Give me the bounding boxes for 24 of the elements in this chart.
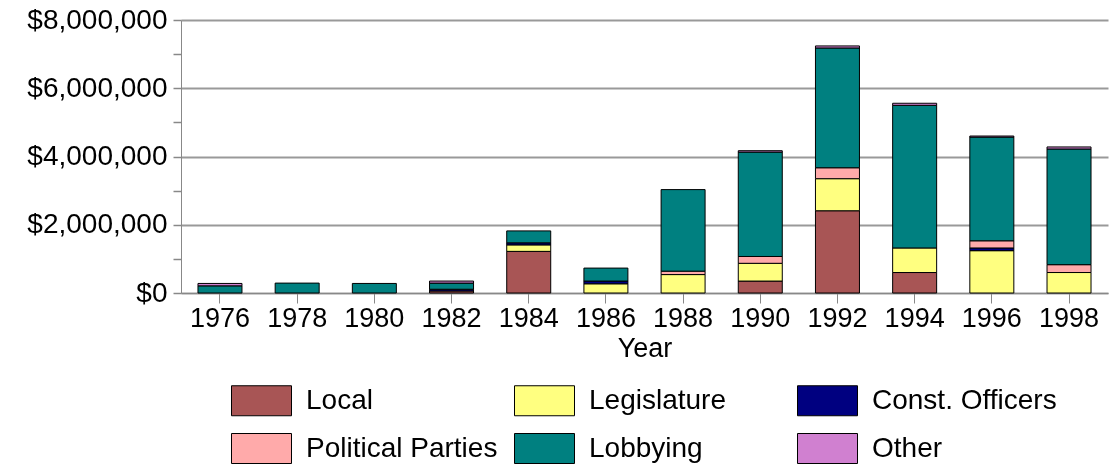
legend-label: Const. Officers [872,383,1057,415]
legend-label: Local [306,383,373,415]
x-axis-title: Year [617,332,673,363]
x-tick-label: 1996 [961,302,1022,333]
x-tick-label: 1992 [807,302,868,333]
x-tick-label: 1984 [498,302,559,333]
y-tick-label: $8,000,000 [27,3,168,35]
x-tick-label: 1990 [730,302,791,333]
x-tick-label: 1980 [344,302,405,333]
y-tick-label: $4,000,000 [27,140,168,171]
x-tick-label: 1978 [267,302,328,333]
y-tick-label: $6,000,000 [27,71,168,103]
x-tick-label: 1988 [653,302,714,333]
legend-label: Other [872,431,943,463]
y-tick-label: $2,000,000 [27,208,168,240]
legend-label: Lobbying [589,431,703,463]
x-tick-label: 1994 [884,302,945,333]
x-tick-label: 1998 [1038,302,1100,333]
x-tick-label: 1986 [575,302,636,333]
legend-label: Political Parties [306,431,498,463]
legend-label: Legislature [589,383,726,415]
x-tick-label: 1976 [189,302,251,333]
x-tick-label: 1982 [421,302,482,333]
y-tick-label: $0 [136,276,168,308]
